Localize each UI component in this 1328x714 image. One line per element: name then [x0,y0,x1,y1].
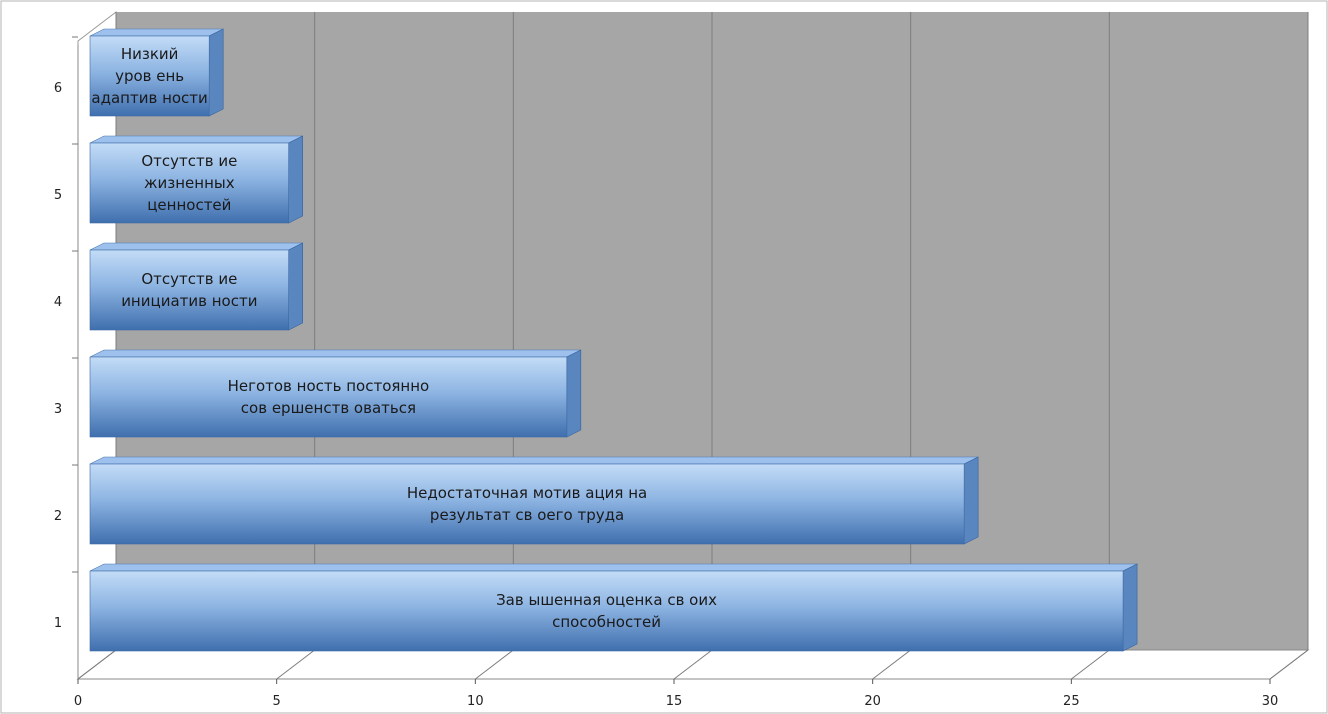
bar-side [208,28,224,117]
bar-label-line: Отсутств ие [141,270,237,288]
x-tick-label: 5 [273,694,281,709]
floor-gridline [1071,649,1110,680]
bar-label-line: уров ень [115,67,184,85]
bar-side [566,349,582,438]
bar [89,35,210,117]
floor-gridline [1269,649,1309,680]
bar [89,356,568,438]
bar-label: Неготов ность постоянно сов ершенств оват… [228,377,430,417]
bar-label-line: результат св оего труда [430,506,624,524]
bar-label-line: инициатив ности [121,292,257,310]
bar [89,463,965,545]
y-tick-label: 6 [54,81,62,96]
bar-label-line: способностей [552,613,661,631]
bar [89,570,1124,652]
bar-top [89,349,581,358]
y-tick-label: 3 [54,402,62,417]
bar-side [963,456,979,545]
bar-label-line: Зав ышенная оценка св оих [496,591,717,609]
x-tick-label: 20 [864,694,881,709]
bar-label: Отсутств ие жизненных ценностей [141,152,237,214]
bar-side [288,242,303,331]
bar-label-line: Низкий [121,45,179,63]
floor-gridline [673,649,713,680]
y-tick-label: 1 [54,616,62,631]
bar-side [288,135,303,224]
bar-label: Недостаточная мотив ация на результат св … [407,484,647,524]
bar-label: Зав ышенная оценка св оих способностей [496,591,717,631]
floor-gridline [276,649,315,680]
bar-label: Отсутств ие инициатив ности [121,270,257,310]
floor-gridline [475,649,514,680]
bar-label-line: ценностей [147,196,231,214]
x-tick-label: 10 [467,694,484,709]
y-tick-label: 5 [54,188,62,203]
bar-label: Низкий уров ень адаптив ности [91,45,207,107]
bar-top [89,563,1138,572]
bar-top [89,242,303,251]
bar-label-line: Отсутств ие [141,152,237,170]
bar-label-line: адаптив ности [91,89,207,107]
bar-top [89,135,303,144]
x-tick-label: 0 [74,694,82,709]
bar-side [1122,563,1138,652]
x-tick-label: 25 [1063,694,1080,709]
bar [89,142,289,224]
bar-label-line: Неготов ность постоянно [228,377,430,395]
x-tick-label: 15 [666,694,683,709]
floor-gridline [872,649,911,680]
bar [89,249,289,331]
bar-top [89,456,979,465]
bar-label-line: сов ершенств оваться [241,399,416,417]
x-tick-label: 30 [1262,694,1279,709]
bar-label-line: жизненных [144,174,235,192]
bar-label-line: Недостаточная мотив ация на [407,484,647,502]
bar-top [89,28,224,37]
y-tick-label: 2 [54,509,62,524]
y-tick-label: 4 [54,295,62,310]
floor-gridline [77,649,117,680]
